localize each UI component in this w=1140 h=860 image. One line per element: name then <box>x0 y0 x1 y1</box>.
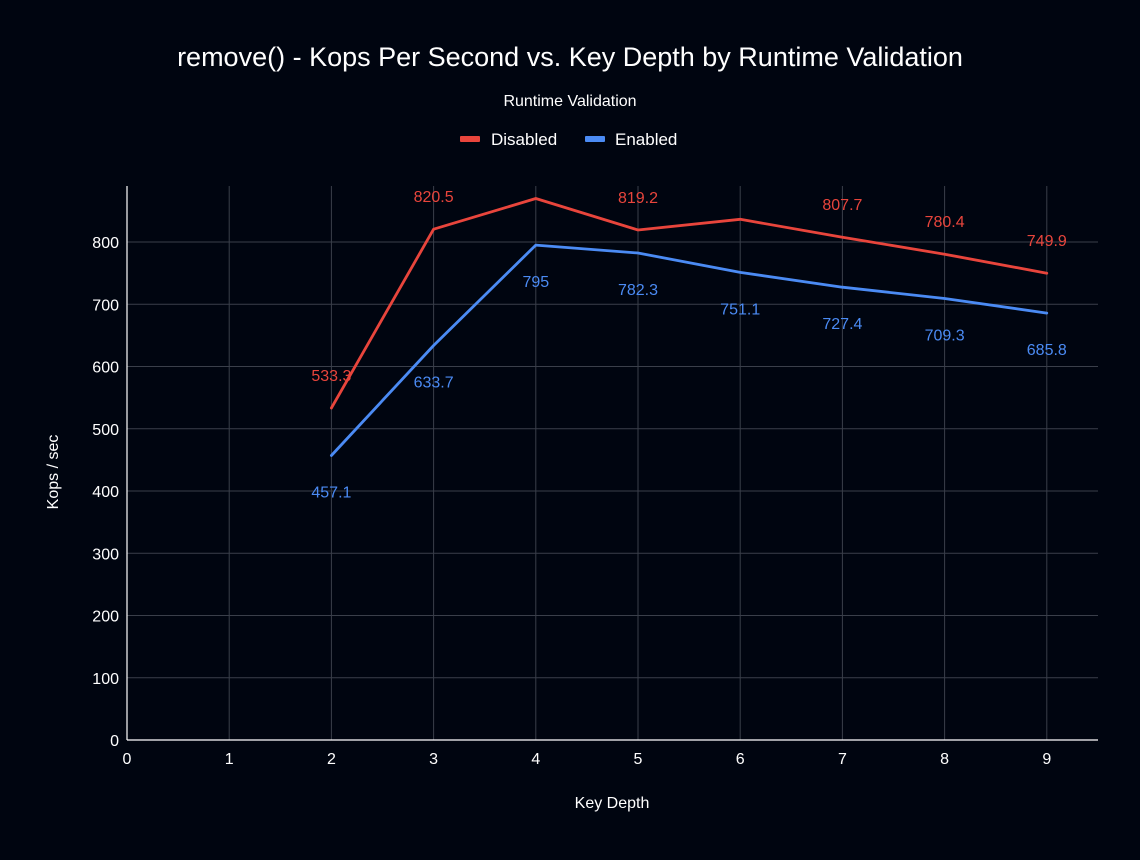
data-label-enabled: 795 <box>522 274 549 291</box>
x-tick-label: 1 <box>225 751 234 768</box>
legend-label-enabled: Enabled <box>615 130 677 149</box>
legend-swatch-enabled <box>585 136 605 142</box>
axes: 0 100 200 300 400 500 600 700 800 0 1 2 3 4 5 6 7 8 9 <box>92 186 1098 768</box>
legend-swatch-disabled <box>460 136 480 142</box>
x-tick-label: 4 <box>531 751 540 768</box>
grid <box>127 186 1098 740</box>
series-lines <box>329 197 1049 457</box>
data-label-enabled: 685.8 <box>1027 342 1067 359</box>
y-tick-label: 700 <box>92 297 119 314</box>
y-tick-label: 200 <box>92 609 119 626</box>
data-label-enabled: 633.7 <box>414 375 454 392</box>
legend-label-disabled: Disabled <box>491 130 557 149</box>
data-label-enabled: 727.4 <box>822 316 862 333</box>
data-label-enabled: 782.3 <box>618 282 658 299</box>
data-label-disabled: 533.3 <box>311 368 351 385</box>
y-tick-label: 0 <box>110 733 119 750</box>
series-line-enabled <box>329 243 1049 457</box>
x-tick-label: 8 <box>940 751 949 768</box>
x-tick-label: 0 <box>123 751 132 768</box>
x-tick-label: 9 <box>1042 751 1051 768</box>
y-tick-label: 500 <box>92 422 119 439</box>
x-axis-title: Key Depth <box>575 795 650 812</box>
data-label-enabled: 709.3 <box>925 327 965 344</box>
data-label-disabled: 807.7 <box>822 197 862 214</box>
data-label-disabled: 819.2 <box>618 190 658 207</box>
chart-title: remove() - Kops Per Second vs. Key Depth… <box>177 42 963 72</box>
series-line-disabled <box>329 197 1049 410</box>
x-tick-label: 6 <box>736 751 745 768</box>
y-tick-label: 800 <box>92 235 119 252</box>
y-tick-label: 100 <box>92 671 119 688</box>
data-labels: 533.3 820.5 819.2 807.7 780.4 749.9 457.1 633.7… <box>311 189 1067 501</box>
x-tick-label: 2 <box>327 751 336 768</box>
x-tick-label: 7 <box>838 751 847 768</box>
data-label-enabled: 751.1 <box>720 301 760 318</box>
x-tick-label: 5 <box>634 751 643 768</box>
data-label-disabled: 820.5 <box>414 189 454 206</box>
data-label-disabled: 780.4 <box>925 214 965 231</box>
y-tick-label: 600 <box>92 360 119 377</box>
data-label-enabled: 457.1 <box>311 484 351 501</box>
data-label-disabled: 749.9 <box>1027 233 1067 250</box>
y-tick-label: 300 <box>92 546 119 563</box>
y-tick-label: 400 <box>92 484 119 501</box>
y-axis-title: Kops / sec <box>45 435 62 510</box>
legend-title: Runtime Validation <box>503 93 636 110</box>
legend: Disabled Enabled <box>460 130 677 149</box>
x-tick-label: 3 <box>429 751 438 768</box>
